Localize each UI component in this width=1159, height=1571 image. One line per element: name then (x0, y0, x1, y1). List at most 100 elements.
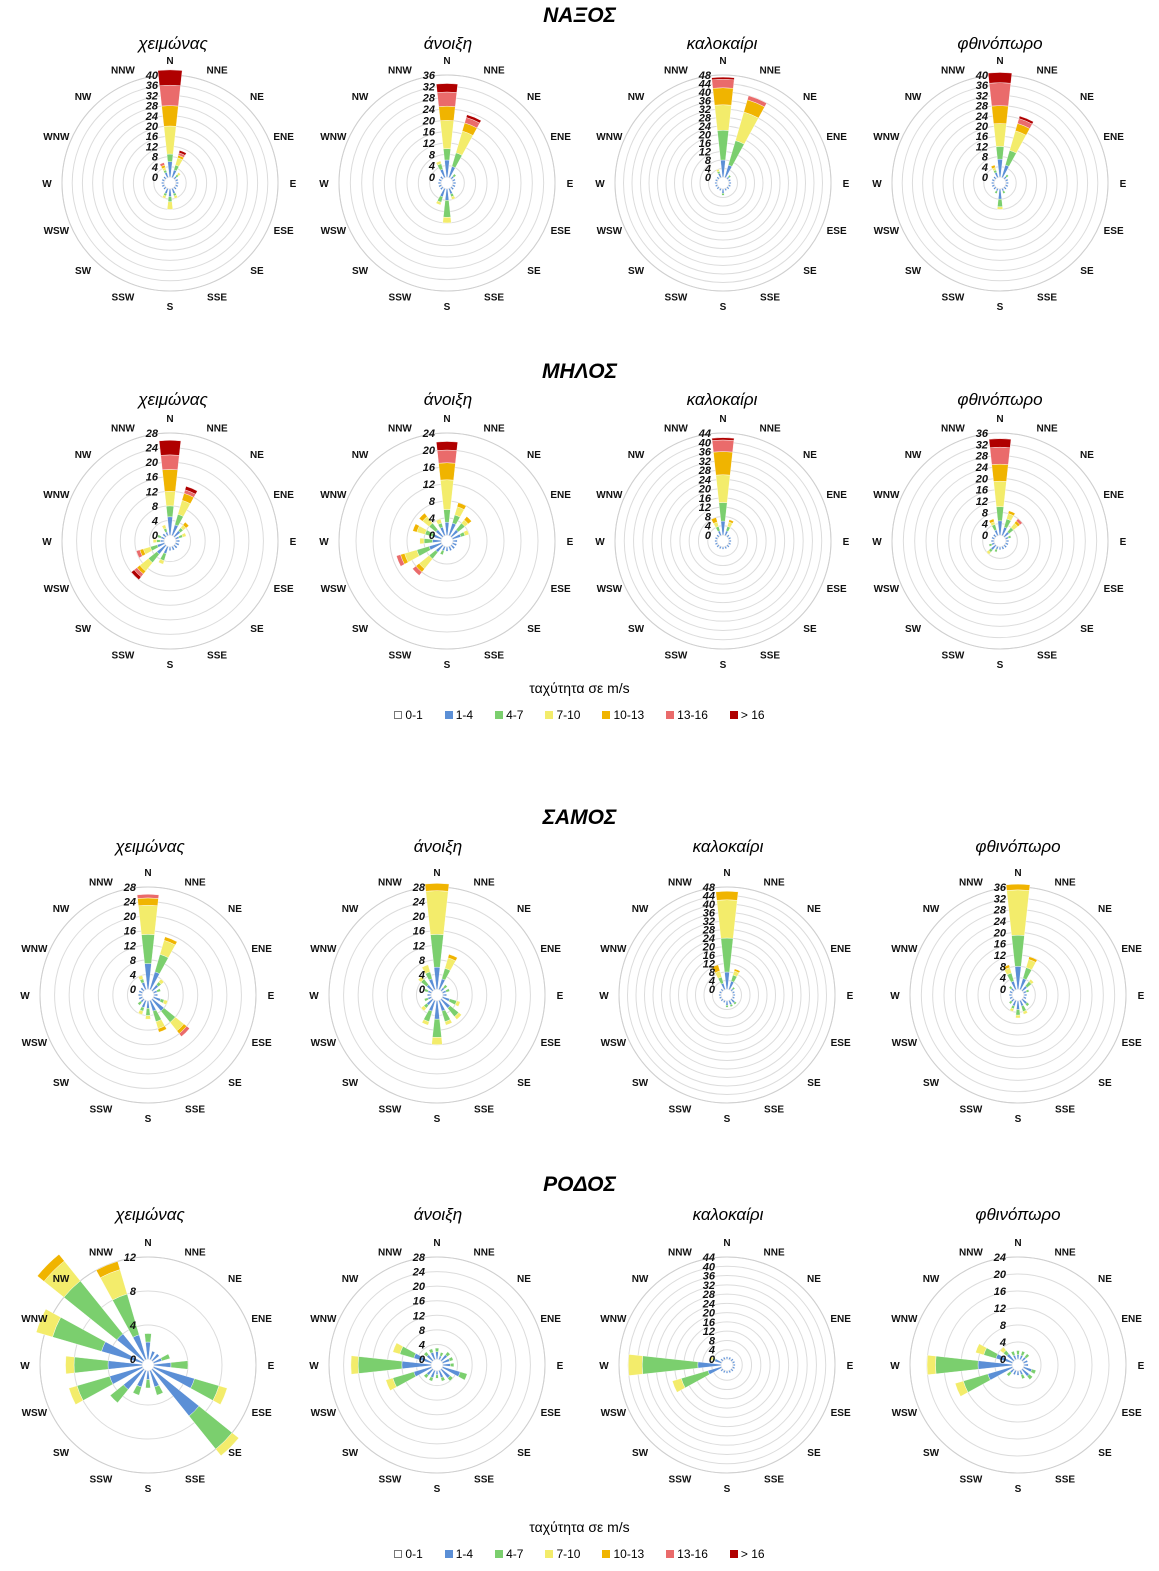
radial-tick-label: 40 (702, 899, 716, 911)
radial-tick-label: 12 (423, 479, 435, 491)
rose-bar-segment (442, 216, 452, 224)
rose-bar-segment (1016, 1370, 1020, 1376)
rose-bar-segment (722, 1369, 726, 1374)
rose-bar-segment (731, 1366, 736, 1370)
rose-bar-segment (445, 546, 449, 552)
radial-tick-label: 4 (418, 969, 425, 981)
rose-bar-segment (722, 999, 726, 1004)
rose-bar-segment (162, 999, 168, 1006)
rose-bar-segment (1006, 889, 1030, 936)
direction-label: E (290, 179, 297, 190)
rose-bar-segment (176, 172, 181, 177)
radial-tick-label: 16 (699, 493, 712, 505)
radial-tick-label: 28 (975, 451, 989, 463)
rose-bar-segment (138, 996, 144, 1000)
direction-label: NE (1080, 450, 1094, 461)
radial-tick-label: 16 (976, 485, 989, 497)
direction-label: SW (923, 1078, 940, 1089)
direction-label: ENE (540, 1314, 561, 1325)
direction-label: WNW (891, 1314, 918, 1325)
direction-label: ESE (827, 226, 847, 237)
rose-bar-segment (999, 1346, 1007, 1354)
radial-tick-label: 20 (145, 457, 159, 469)
direction-label: SSW (90, 1475, 113, 1486)
rose-bar-segment (428, 1348, 434, 1354)
wind-rose-chart: 0 4 8 12 16 20 24 28 N NNE NE ENE E ESE SE SSE S SSW SW WSW… (309, 868, 564, 1125)
radial-tick-label: 4 (704, 164, 711, 176)
direction-label: SW (632, 1448, 649, 1459)
rose-bar-segment (141, 934, 155, 964)
rose-bar-segment (159, 162, 165, 167)
radial-tick-label: 28 (412, 882, 426, 894)
radial-tick-label: 0 (982, 172, 989, 184)
rose-bar-segment (166, 201, 174, 210)
rose-bar-segment (732, 1363, 736, 1367)
legend-label: 10-13 (613, 1547, 645, 1561)
rose-bar-segment (1022, 1009, 1028, 1015)
legend-swatch (394, 711, 403, 719)
direction-label: NNE (764, 1247, 785, 1258)
outer-ring (614, 74, 832, 292)
radial-tick-label: 28 (698, 465, 712, 477)
radial-tick-label: 20 (698, 130, 712, 142)
rose-bar-segment (718, 990, 723, 994)
rose-bar-segment (450, 186, 455, 191)
rose-bar-segment (1004, 178, 1009, 182)
rose-bar-segment (988, 518, 995, 524)
radial-tick-label: 36 (703, 908, 716, 920)
direction-label: NNE (474, 1247, 495, 1258)
rose-bar-segment (450, 195, 456, 200)
rose-bar-segment (145, 1007, 151, 1016)
rose-bar-segment (728, 519, 734, 524)
rose-bar-segment (182, 521, 190, 529)
direction-label: ENE (540, 944, 561, 955)
direction-label: WNW (320, 490, 347, 501)
direction-label: NW (905, 450, 922, 461)
rose-bar-segment (1024, 1353, 1030, 1359)
direction-label: WSW (22, 1038, 48, 1049)
rose-bar-segment (144, 963, 152, 990)
rose-bar-segment (436, 441, 458, 451)
direction-label: SSW (960, 1105, 983, 1116)
island-title-rhodes: ΡΟΔΟΣ (543, 1173, 616, 1196)
rose-bar-segment (178, 1025, 190, 1037)
rose-bar-segment (680, 1370, 710, 1389)
direction-label: ESE (1104, 584, 1124, 595)
direction-label: WNW (43, 490, 70, 501)
legend-swatch (545, 711, 554, 719)
direction-label: E (557, 991, 564, 1002)
rose-bar-segment (440, 479, 454, 510)
radial-tick-label: 16 (976, 131, 989, 143)
direction-label: NW (628, 92, 645, 103)
radial-tick-label: 12 (994, 1303, 1006, 1315)
rose-bar-segment (1011, 934, 1025, 967)
direction-label: E (843, 179, 850, 190)
direction-label: SW (53, 1448, 70, 1459)
radial-tick-label: 44 (702, 891, 715, 903)
radial-tick-label: 28 (145, 428, 159, 440)
direction-label: SW (342, 1078, 359, 1089)
season-title: φθινόπωρο (975, 837, 1061, 856)
island-title-naxos: ΝΑΞΟΣ (543, 4, 616, 27)
direction-label: ENE (830, 1314, 851, 1325)
direction-label: SE (527, 266, 541, 277)
rose-bar-segment (137, 897, 159, 906)
legend-item: 0-1 (394, 1547, 423, 1561)
direction-label: WSW (311, 1408, 337, 1419)
rose-bar-segment (465, 114, 482, 124)
radial-tick-label: 8 (982, 152, 989, 164)
rose-bar-segment (109, 1384, 129, 1404)
direction-label: ESE (827, 584, 847, 595)
rose-bar-segment (448, 1356, 454, 1362)
radial-tick-label: 12 (423, 138, 435, 150)
direction-label: S (444, 302, 451, 313)
legend-item: > 16 (729, 708, 765, 722)
direction-label: WSW (601, 1408, 627, 1419)
direction-label: ESE (831, 1038, 851, 1049)
rose-bar-segment (160, 1353, 171, 1362)
direction-label: WSW (311, 1038, 337, 1049)
rose-bar-segment (158, 440, 182, 456)
direction-label: NNE (760, 65, 781, 76)
rose-bar-segment (1030, 1368, 1037, 1375)
rose-bar-segment (716, 186, 720, 190)
